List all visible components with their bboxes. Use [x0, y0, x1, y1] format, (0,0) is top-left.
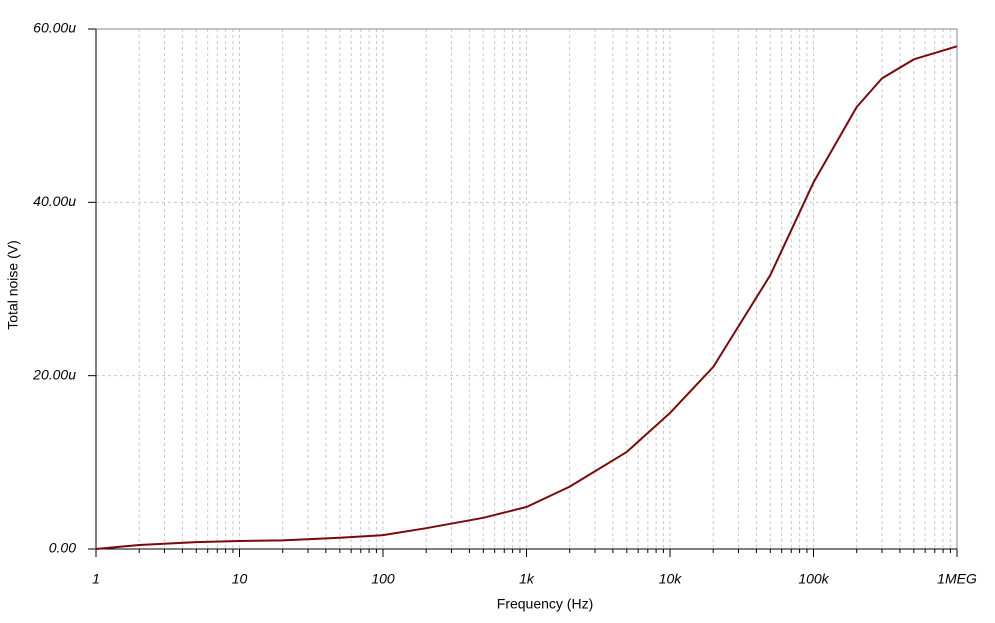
y-tick-label: 20.00u — [32, 366, 76, 382]
y-tick-label: 0.00 — [49, 540, 76, 556]
y-tick-label: 40.00u — [33, 193, 76, 209]
x-tick-label: 10 — [232, 571, 248, 587]
x-tick-label: 1k — [519, 571, 535, 587]
x-tick-label: 10k — [659, 571, 683, 587]
line-series — [95, 45, 958, 550]
y-axis-title: Total noise (V) — [5, 240, 21, 329]
x-tick-label: 1MEG — [937, 571, 977, 587]
y-tick-label: 60.00u — [33, 20, 76, 36]
x-tick-label: 100k — [798, 571, 829, 587]
x-tick-label: 100 — [371, 571, 395, 587]
x-tick-label: 1 — [92, 571, 100, 587]
x-axis-title: Frequency (Hz) — [497, 596, 593, 612]
